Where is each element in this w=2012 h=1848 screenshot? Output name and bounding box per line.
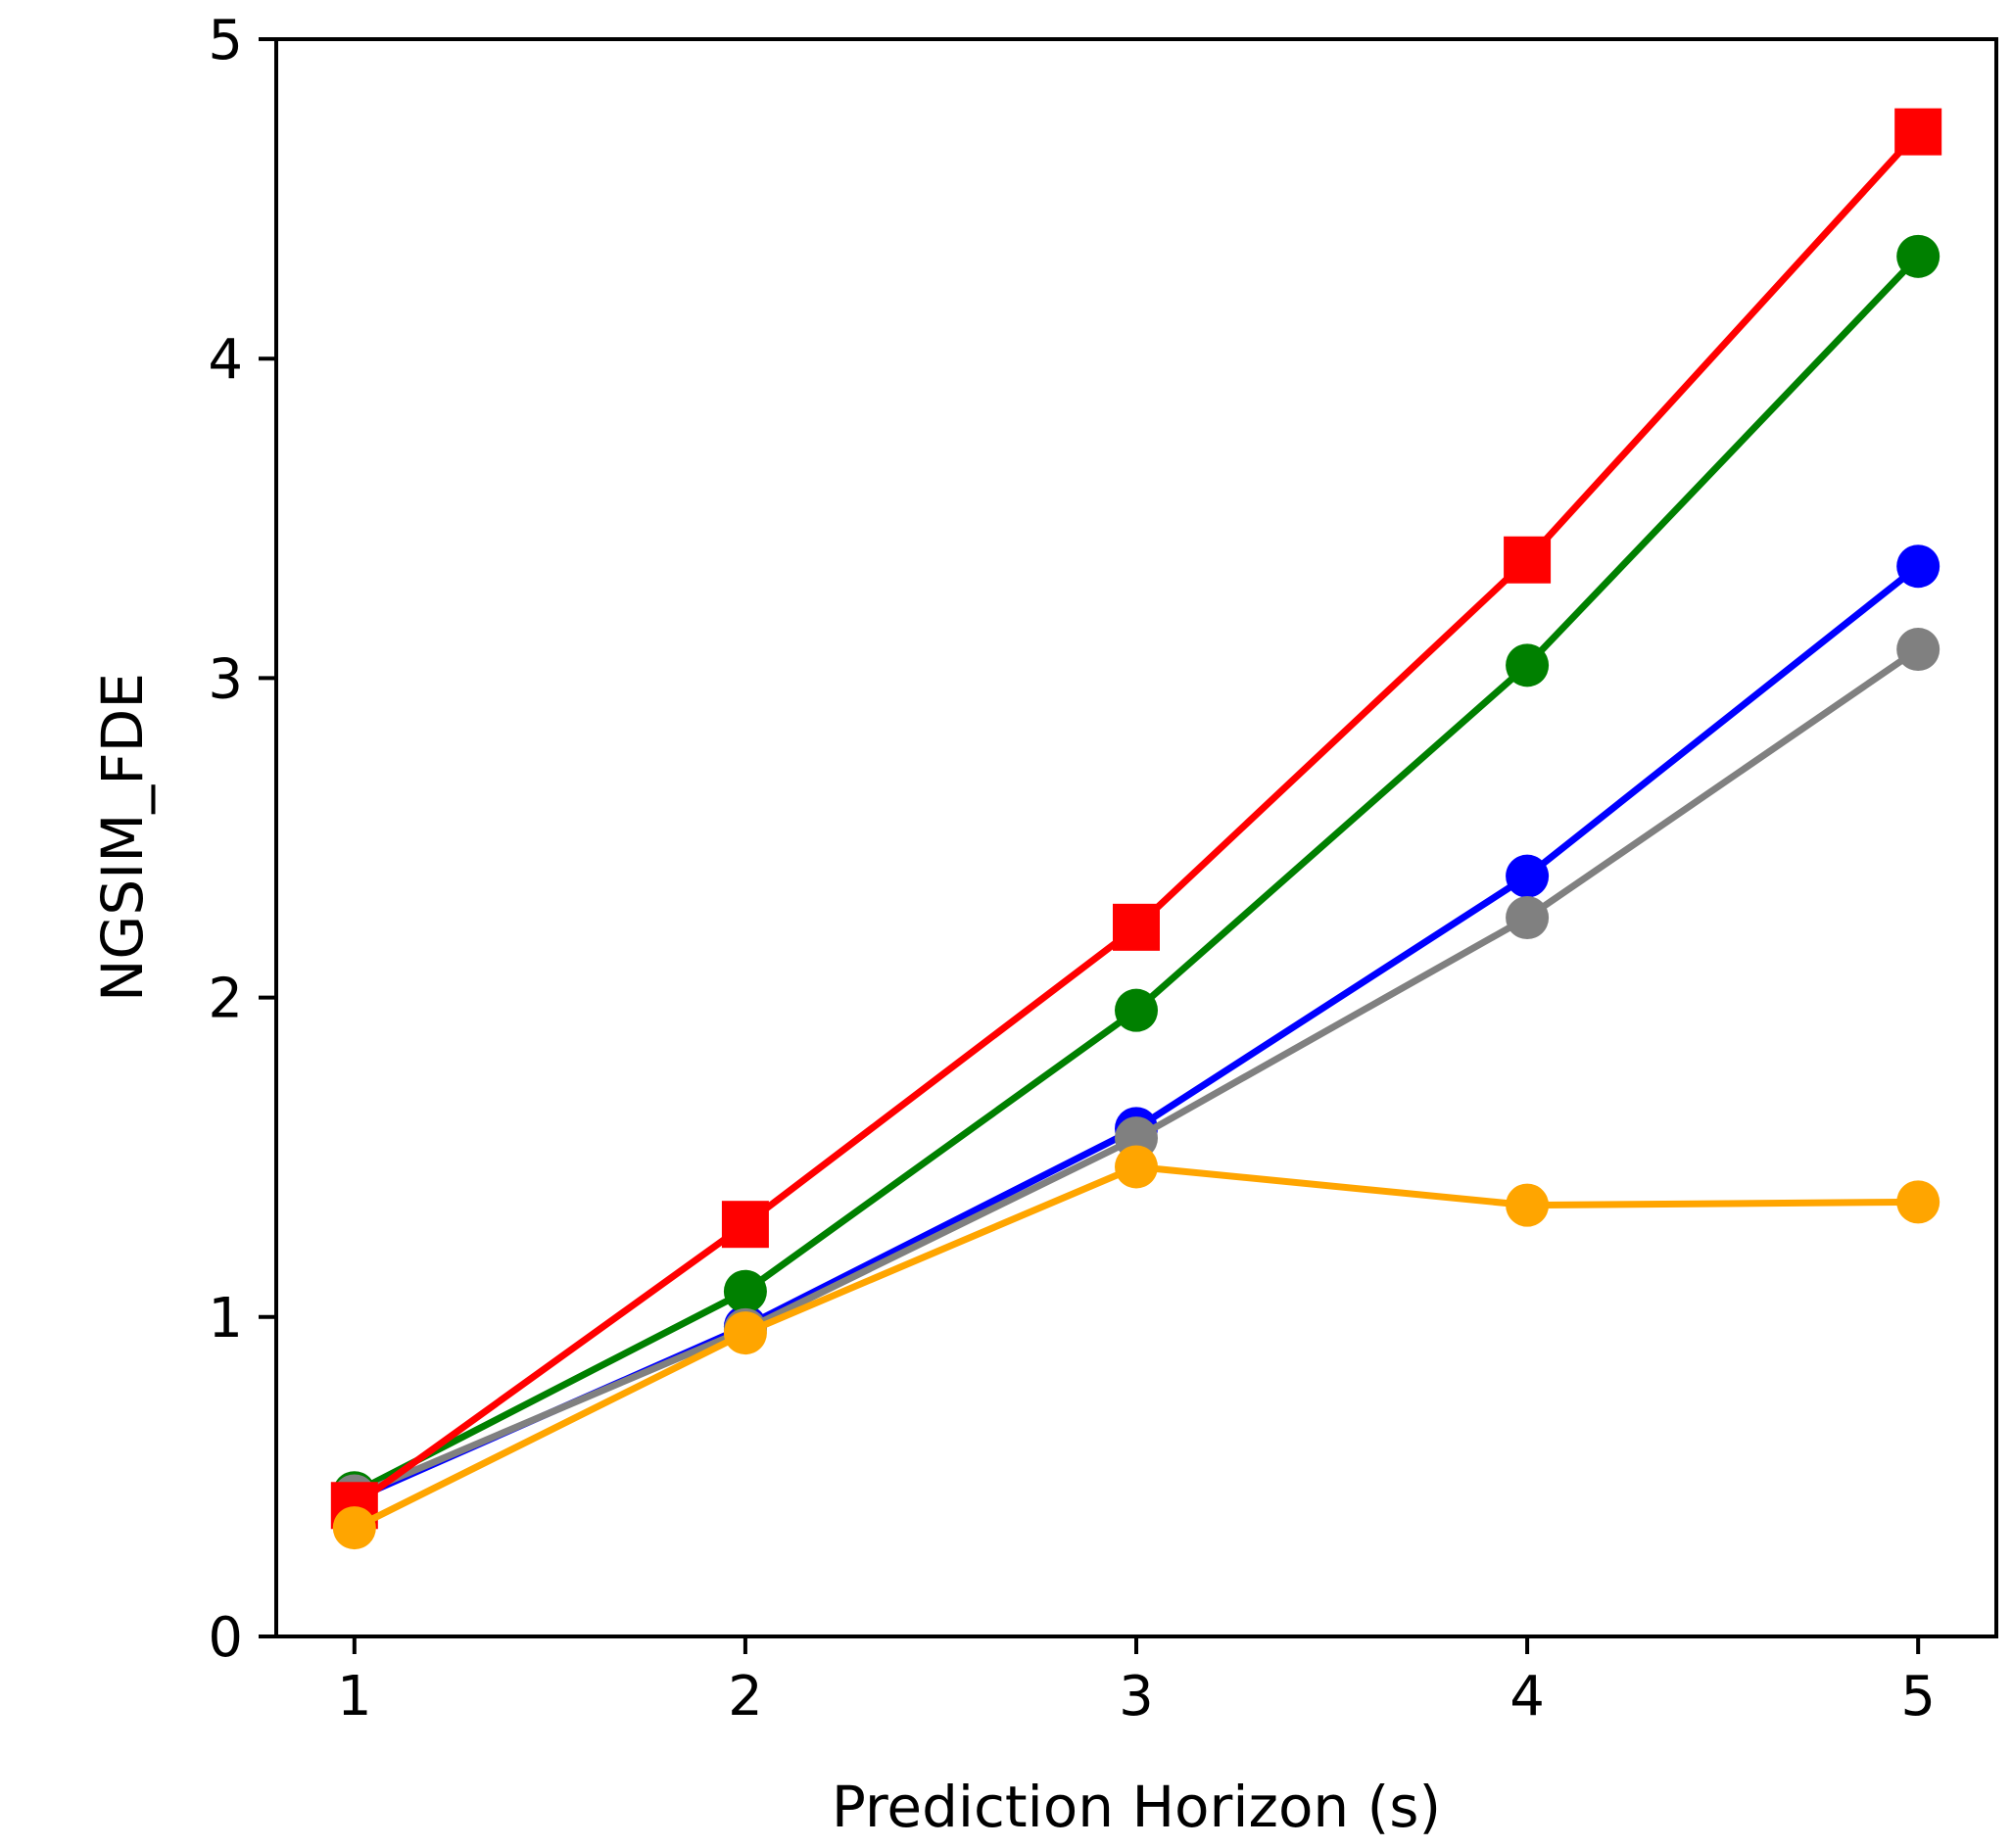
x-axis-label: Prediction Horizon (s) xyxy=(832,1774,1441,1840)
y-axis: 0 1 2 3 4 5 xyxy=(208,9,276,1670)
series-orange-series xyxy=(332,1145,1940,1550)
y-tick-label: 1 xyxy=(208,1287,243,1350)
data-point xyxy=(1113,903,1160,951)
series-line xyxy=(353,563,1921,1502)
series-red-series xyxy=(330,108,1942,1530)
y-tick-label: 4 xyxy=(208,328,243,392)
data-point xyxy=(1504,536,1552,584)
data-point xyxy=(1506,896,1550,940)
y-axis-label: NGSIM_FDE xyxy=(89,673,156,1002)
data-point xyxy=(723,1269,767,1313)
data-point xyxy=(721,1201,769,1249)
data-point xyxy=(1506,1183,1550,1227)
y-tick-label: 0 xyxy=(208,1606,243,1670)
y-tick-label: 3 xyxy=(208,647,243,711)
x-tick-label: 4 xyxy=(1509,1665,1545,1729)
data-point xyxy=(1896,234,1940,278)
series-blue-series xyxy=(332,545,1940,1521)
series-gray-series xyxy=(332,628,1940,1518)
x-axis: 1 2 3 4 5 xyxy=(337,1636,1936,1729)
series-line xyxy=(352,129,1921,1509)
series-line xyxy=(353,1162,1919,1532)
series-green-series xyxy=(332,234,1940,1515)
data-point xyxy=(1506,854,1550,898)
y-tick-label: 5 xyxy=(208,9,243,72)
x-tick-label: 5 xyxy=(1900,1665,1936,1729)
x-tick-label: 3 xyxy=(1119,1665,1154,1729)
data-point xyxy=(1896,545,1940,589)
x-tick-label: 1 xyxy=(337,1665,372,1729)
y-tick-label: 2 xyxy=(208,968,243,1031)
data-point xyxy=(332,1506,376,1550)
x-tick-label: 2 xyxy=(728,1665,763,1729)
series-layer xyxy=(330,108,1942,1550)
data-point xyxy=(1115,988,1158,1032)
data-point xyxy=(723,1311,767,1355)
data-point xyxy=(1896,628,1940,672)
data-point xyxy=(1896,1180,1940,1224)
data-point xyxy=(1115,1145,1158,1189)
data-point xyxy=(1506,643,1550,687)
series-line xyxy=(353,254,1921,1496)
data-point xyxy=(1894,108,1942,156)
